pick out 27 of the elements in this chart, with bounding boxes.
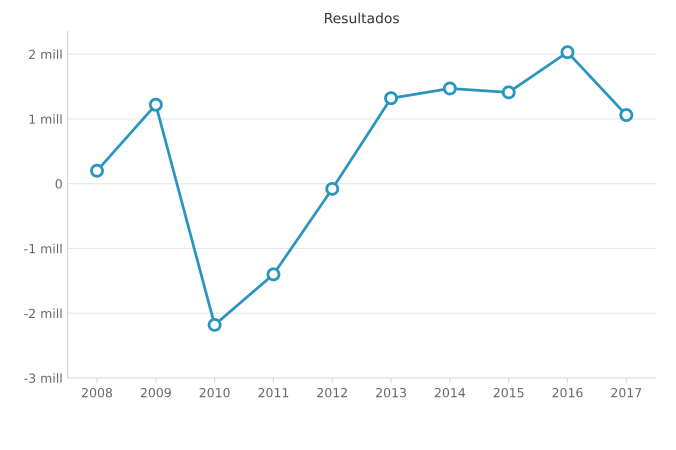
- point: [90, 164, 104, 178]
- point: [442, 82, 457, 96]
- point: [560, 45, 574, 60]
- point: [502, 85, 516, 100]
- y-tick-label: -2 mill: [24, 308, 62, 318]
- y-tick-label: 0: [56, 179, 62, 189]
- chart-title: Resultados: [325, 12, 399, 24]
- point: [619, 108, 634, 122]
- point: [384, 91, 398, 106]
- x-tick-label: 2017: [611, 388, 642, 398]
- x-tick-label: 2014: [434, 388, 466, 398]
- x-tick-label: 2011: [258, 388, 288, 398]
- point: [266, 267, 280, 282]
- point: [208, 318, 222, 332]
- y-tick-label: 1 mill: [30, 114, 62, 124]
- x-tick-label: 2008: [82, 388, 112, 398]
- point: [325, 182, 340, 196]
- y-tick-label: 2 mill: [29, 49, 62, 59]
- x-tick-label: 2010: [200, 388, 230, 398]
- y-tick-label: -3 mill: [24, 373, 62, 383]
- x-tick-label: 2009: [140, 388, 171, 398]
- x-tick-label: 2015: [494, 388, 524, 398]
- y-tick-label: -1 mill: [24, 244, 62, 254]
- x-tick-label: 2012: [317, 388, 347, 398]
- x-tick-label: 2016: [552, 388, 583, 398]
- point: [148, 98, 163, 112]
- x-tick-label: 2013: [376, 388, 406, 398]
